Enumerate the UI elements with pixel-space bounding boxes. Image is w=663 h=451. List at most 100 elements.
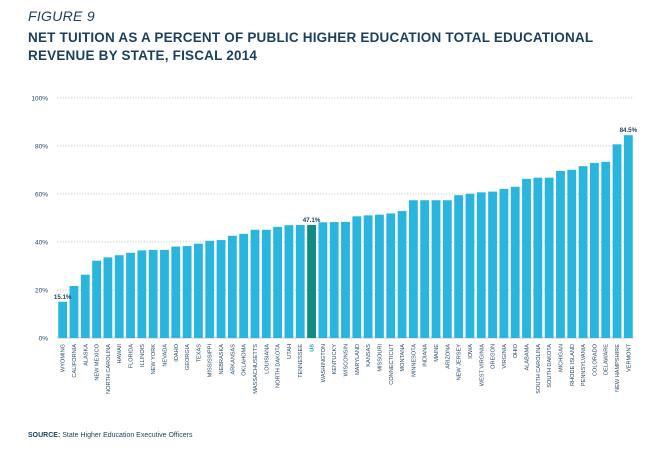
x-tick-label: ARIZONA <box>445 344 451 369</box>
x-tick-label: MINNESOTA <box>411 344 417 377</box>
bar-pennsylvania <box>578 166 588 338</box>
x-tick-label: US <box>310 344 316 352</box>
bar-vermont <box>623 135 633 338</box>
bar-wisconsin <box>341 221 350 338</box>
bar-alabama <box>522 178 531 338</box>
x-tick-label: NEBRASKA <box>219 344 225 375</box>
bar-west-virginia <box>476 192 486 338</box>
bar-california <box>69 285 79 338</box>
x-tick-label: INDIANA <box>423 344 429 367</box>
bar-nevada <box>160 249 169 338</box>
x-tick-label: MASSACHUSETTS <box>253 344 259 394</box>
bar-north-dakota <box>273 226 283 338</box>
x-tick-label: ILLINOIS <box>140 344 146 367</box>
x-tick-label: NORTH DAKOTA <box>276 344 282 388</box>
bar-delaware <box>601 161 611 338</box>
data-label: 15.1% <box>54 294 72 301</box>
x-tick-label: CONNECTICUT <box>389 343 395 384</box>
bar-mississippi <box>205 240 215 338</box>
bar-tennessee <box>295 224 305 338</box>
bar-illinois <box>137 250 147 338</box>
bar-arkansas <box>227 235 237 338</box>
y-tick-label: 0% <box>39 336 49 343</box>
bar-wyoming <box>58 301 68 338</box>
x-tick-label: NEW YORK <box>151 344 157 375</box>
x-tick-label: RHODE ISLAND <box>570 344 576 386</box>
bar-michigan <box>556 170 565 338</box>
x-tick-label: MONTANA <box>400 344 406 372</box>
x-tick-label: UTAH <box>287 344 293 359</box>
y-tick-label: 40% <box>35 240 48 247</box>
bar-florida <box>126 252 135 338</box>
bar-new-hampshire <box>612 144 622 338</box>
bar-kansas <box>363 215 373 338</box>
bar-indiana <box>420 200 430 338</box>
x-tick-label: NEW MEXICO <box>95 343 101 380</box>
figure-label: FIGURE 9 <box>28 8 95 24</box>
bar-new-mexico <box>92 260 102 338</box>
bar-us <box>307 224 316 338</box>
x-tick-label: NORTH CAROLINA <box>106 344 112 394</box>
bar-nebraska <box>216 240 226 338</box>
x-tick-label: LOUISIANA <box>264 344 270 374</box>
bar-oklahoma <box>239 233 249 338</box>
bar-south-dakota <box>544 177 554 338</box>
bar-louisiana <box>261 229 271 338</box>
bar-utah <box>284 225 294 338</box>
x-tick-label: NEW JERSEY <box>457 344 463 381</box>
chart-title: NET TUITION AS A PERCENT OF PUBLIC HIGHE… <box>28 30 594 63</box>
source-text: State Higher Education Executive Officer… <box>62 432 193 439</box>
bar-idaho <box>171 246 181 338</box>
data-label: 47.1% <box>303 217 321 224</box>
x-tick-label: IDAHO <box>174 343 180 361</box>
source-note: SOURCE: State Higher Education Executive… <box>28 432 192 439</box>
bar-texas <box>194 243 203 338</box>
x-tick-label: SOUTH DAKOTA <box>547 344 553 388</box>
data-label: 84.5% <box>620 127 638 134</box>
x-tick-label: TEXAS <box>196 344 202 363</box>
x-tick-label: ALABAMA <box>525 344 531 371</box>
x-tick-label: NEVADA <box>162 344 168 367</box>
bar-rhode-island <box>567 169 577 338</box>
x-tick-label: HAWAII <box>117 344 123 364</box>
bar-virginia <box>499 188 509 338</box>
x-tick-label: PENNSYLVANIA <box>581 344 587 386</box>
x-tick-label: KENTUCKY <box>332 344 338 375</box>
x-tick-label: COLORADO <box>592 343 598 376</box>
bar-colorado <box>589 163 599 338</box>
x-tick-label: CALIFORNIA <box>72 344 78 378</box>
bar-hawaii <box>114 255 124 338</box>
bar-minnesota <box>408 200 418 338</box>
x-tick-label: GEORGIA <box>185 344 191 370</box>
bar-new-york <box>148 249 158 338</box>
bar-alaska <box>80 274 90 338</box>
bar-maine <box>431 200 441 338</box>
x-tick-label: OHIO <box>513 343 519 358</box>
bar-north-carolina <box>103 257 113 338</box>
x-tick-label: OREGON <box>491 344 497 369</box>
x-tick-label: MARYLAND <box>355 344 361 375</box>
bar-arizona <box>442 200 452 338</box>
x-tick-label: NEW HAMPSHIRE <box>615 344 621 392</box>
bar-connecticut <box>386 213 396 338</box>
x-tick-label: VIRGINIA <box>502 344 508 369</box>
y-tick-label: 80% <box>35 144 48 151</box>
bar-georgia <box>182 246 192 338</box>
x-tick-label: IOWA <box>468 344 474 359</box>
x-tick-label: WEST VIRGINIA <box>479 344 485 386</box>
x-tick-label: SOUTH CAROLINA <box>536 344 542 394</box>
x-tick-label: OKLAHOMA <box>242 344 248 376</box>
x-tick-label: MICHIGAN <box>558 344 564 372</box>
x-tick-label: FLORIDA <box>129 344 135 369</box>
x-tick-label: MISSOURI <box>377 344 383 372</box>
x-tick-label: TENNESSEE <box>298 344 304 378</box>
x-tick-label: WISCONSIN <box>344 344 350 376</box>
y-tick-label: 60% <box>35 192 48 199</box>
x-tick-label: ARKANSAS <box>230 344 236 375</box>
bar-massachusetts <box>250 229 260 338</box>
bar-kentucky <box>329 222 339 338</box>
bar-washington <box>318 222 328 338</box>
x-tick-label: MAINE <box>434 344 440 362</box>
bar-ohio <box>510 186 520 338</box>
